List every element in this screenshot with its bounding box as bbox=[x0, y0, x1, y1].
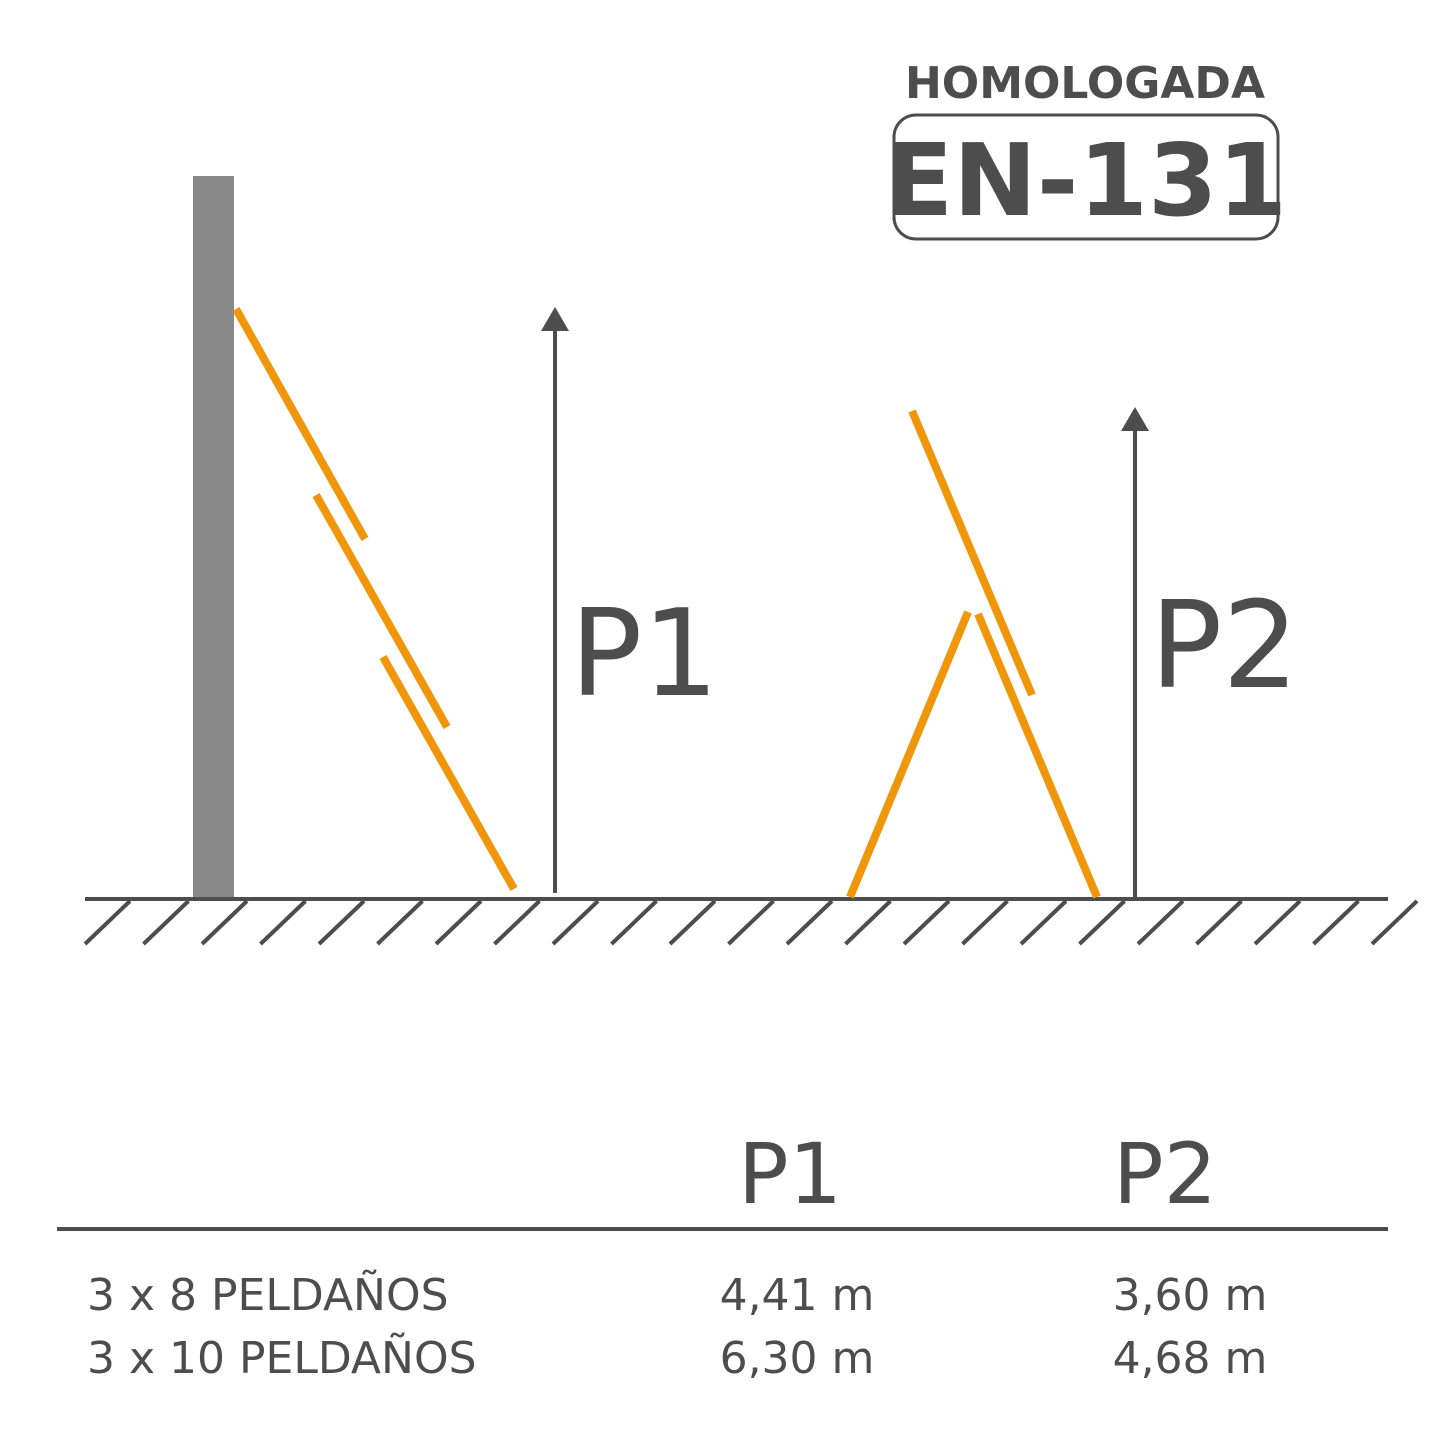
hatch-line bbox=[961, 899, 1009, 946]
hatch-line bbox=[551, 899, 600, 946]
wall bbox=[193, 176, 234, 898]
label-p1: P1 bbox=[570, 585, 719, 724]
badge-code: EN-131 bbox=[885, 122, 1287, 239]
ladder-leaning bbox=[232, 307, 518, 891]
arrow-head bbox=[1121, 407, 1149, 431]
hatch-line bbox=[493, 899, 541, 946]
table-header: P2 bbox=[1113, 1125, 1217, 1223]
hatch-line bbox=[259, 899, 307, 946]
ladder-a-frame bbox=[846, 409, 1101, 899]
hatch-line bbox=[1195, 899, 1243, 946]
hatch-line bbox=[1312, 899, 1360, 946]
hatch-line bbox=[668, 899, 717, 946]
hatch-line bbox=[727, 899, 775, 946]
hatch-line bbox=[376, 899, 424, 946]
hatch-line bbox=[434, 899, 483, 946]
hatch-line bbox=[785, 899, 834, 946]
table-header: P1 bbox=[738, 1125, 842, 1223]
hatch-line bbox=[1370, 899, 1419, 946]
cell: 4,41 m bbox=[720, 1270, 875, 1321]
cell: 4,68 m bbox=[1113, 1333, 1268, 1384]
hatch-line bbox=[83, 899, 132, 946]
hatch-line bbox=[1019, 899, 1068, 946]
hatch-line bbox=[200, 899, 249, 946]
hatch-line bbox=[902, 899, 951, 946]
arrow-head bbox=[541, 307, 569, 331]
hatch-line bbox=[610, 899, 658, 946]
cell: 3,60 m bbox=[1113, 1270, 1268, 1321]
hatch-line bbox=[142, 899, 190, 946]
hatch-line bbox=[317, 899, 366, 946]
height-arrows bbox=[553, 330, 1137, 897]
ground-hatch bbox=[83, 899, 1419, 946]
hatch-line bbox=[1253, 899, 1302, 946]
hatch-line bbox=[1136, 899, 1185, 946]
label-p2: P2 bbox=[1150, 577, 1299, 716]
cell: 6,30 m bbox=[720, 1333, 875, 1384]
row-label: 3 x 8 PELDAÑOS bbox=[87, 1269, 449, 1321]
hatch-line bbox=[844, 899, 892, 946]
row-label: 3 x 10 PELDAÑOS bbox=[87, 1332, 477, 1384]
hatch-line bbox=[1078, 899, 1126, 946]
badge-caption: HOMOLOGADA bbox=[905, 58, 1265, 109]
badge-frame bbox=[892, 113, 1280, 241]
